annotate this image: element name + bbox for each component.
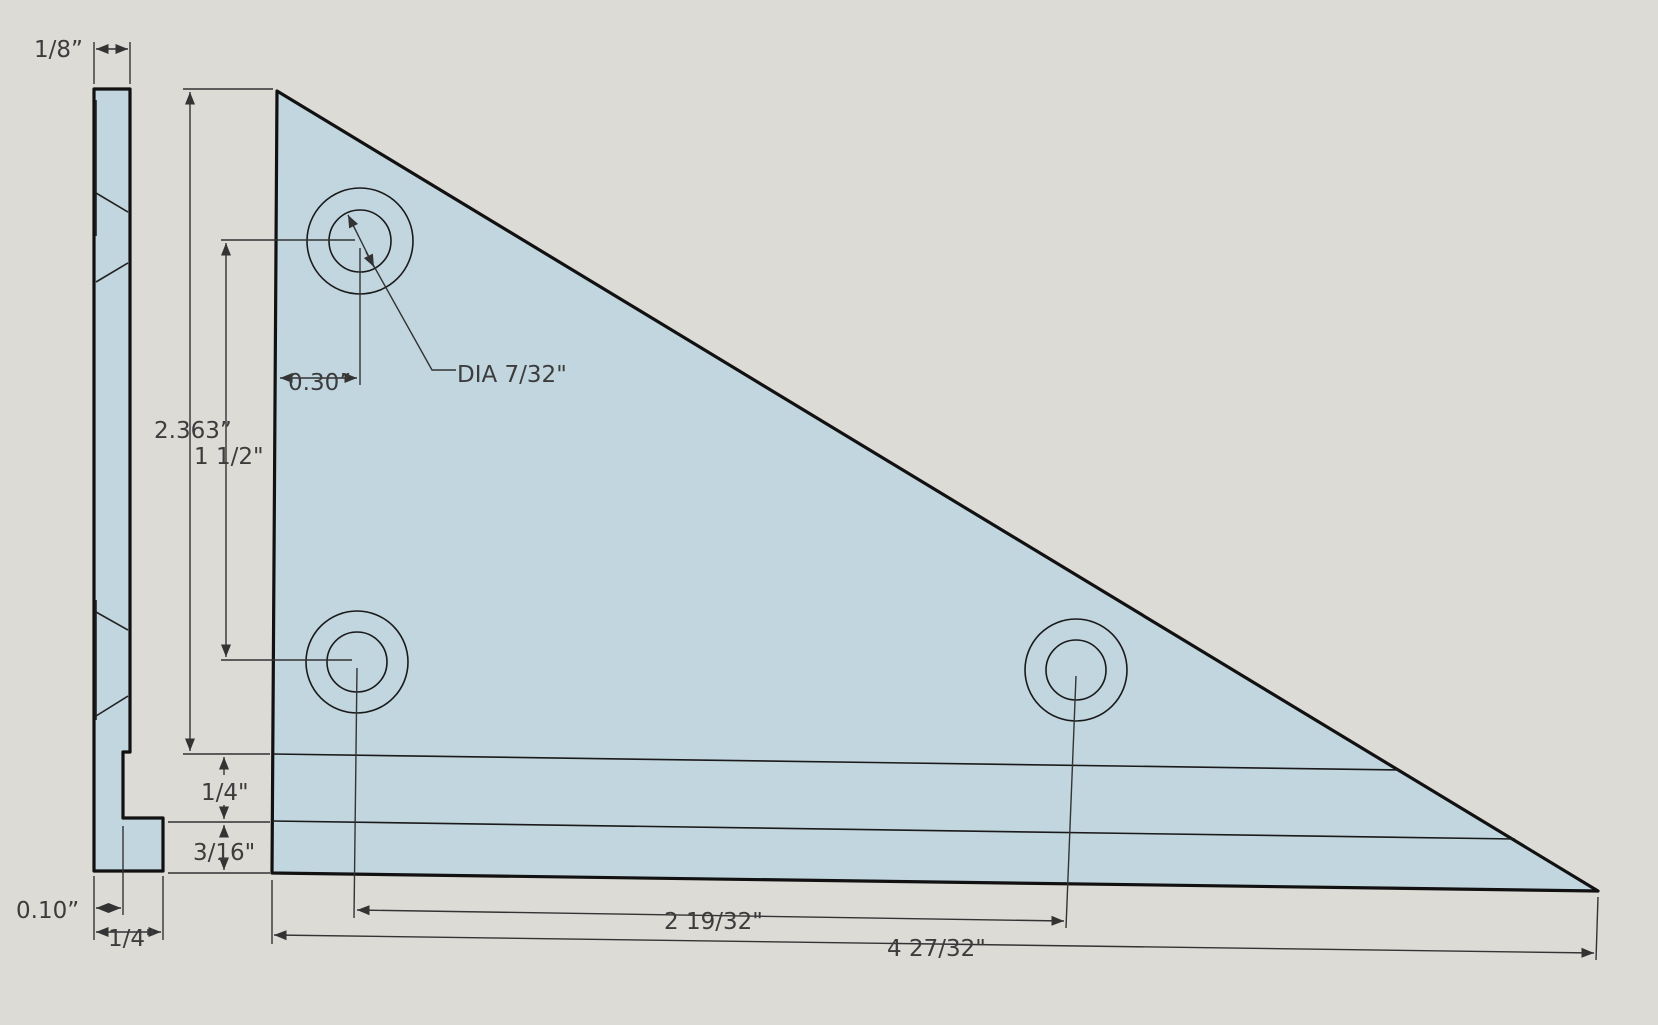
dim-side-thickness: 1/8” [34, 37, 83, 63]
ext-line [353, 667, 358, 919]
dim-overall-length: 4 27/32" [887, 936, 986, 962]
dim-overall-height: 2.363” [154, 418, 232, 444]
dim-step-upper: 1/4" [201, 780, 249, 806]
side-profile [92, 87, 165, 873]
ext-line [1065, 675, 1077, 929]
dim-hole-spacing-horizontal: 2 19/32" [664, 909, 763, 935]
dim-hole-spacing-vertical: 1 1/2" [194, 444, 264, 470]
side-view: 1/8” 0.10” 1/4" [16, 37, 165, 952]
dim-hole-diameter: DIA 7/32" [457, 362, 567, 388]
dim-line [356, 905, 1065, 926]
gusset-outline [270, 89, 1600, 893]
dim-foot-offset: 0.10” [16, 898, 79, 924]
hole-bottom-right [1024, 618, 1128, 722]
front-view: 2.363” 1 1/2" 0.30” DIA 7/32" 1/4" 3/16"… [154, 88, 1600, 962]
dim-hole-edge-offset: 0.30” [288, 370, 351, 396]
dim-foot-width: 1/4" [108, 926, 156, 952]
leader-line [365, 251, 456, 371]
step-line-upper [272, 753, 1401, 771]
ext-line [1595, 896, 1599, 961]
dim-step-lower: 3/16" [193, 840, 255, 866]
dim-line [273, 930, 1595, 958]
step-line-lower [271, 820, 1516, 840]
side-hatch-lines [95, 192, 129, 717]
